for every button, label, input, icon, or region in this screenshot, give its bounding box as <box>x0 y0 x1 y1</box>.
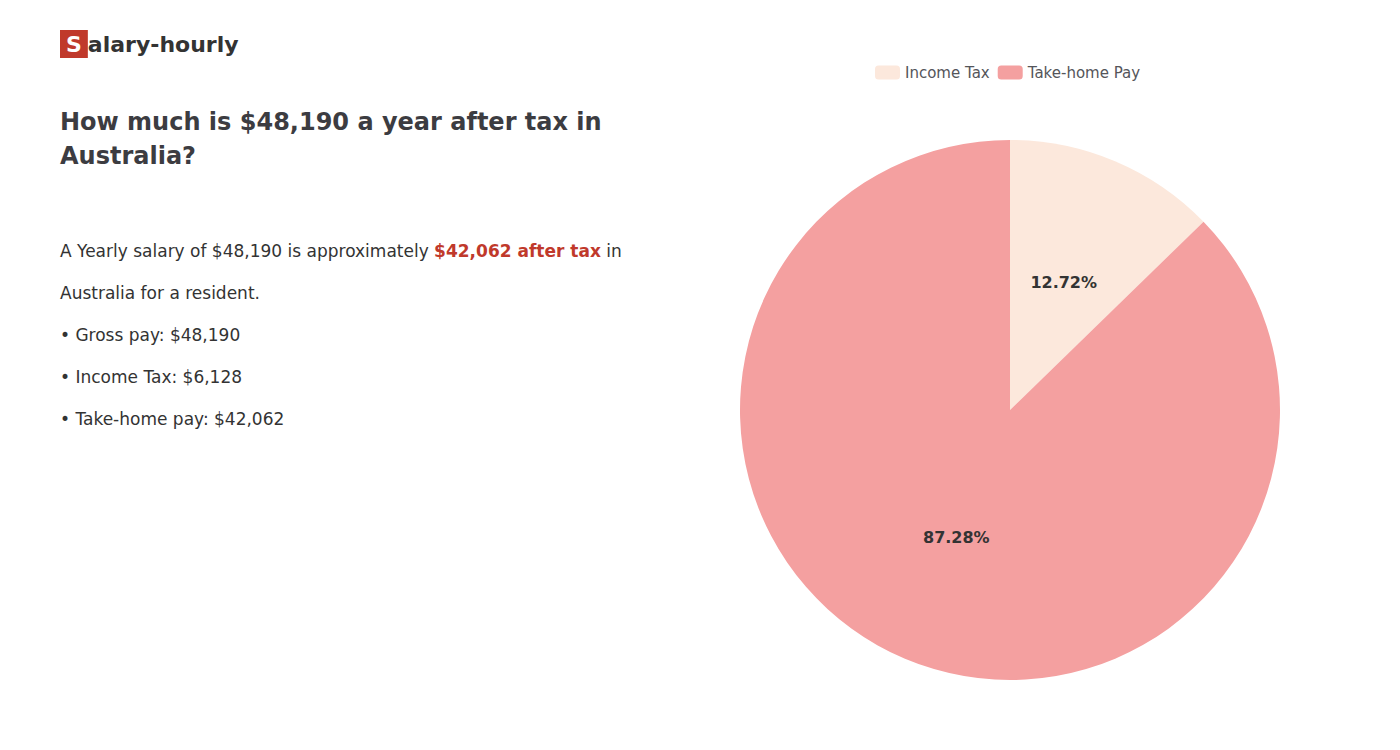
svg-text:• Take-home pay: $42,062: • Take-home pay: $42,062 <box>60 409 284 429</box>
svg-text:12.72%: 12.72% <box>1030 273 1097 292</box>
svg-text:S: S <box>66 32 82 57</box>
svg-text:alary-hourly: alary-hourly <box>88 32 239 57</box>
svg-text:• Gross pay: $48,190: • Gross pay: $48,190 <box>60 325 240 345</box>
svg-text:• Income Tax: $6,128: • Income Tax: $6,128 <box>60 367 242 387</box>
svg-text:A Yearly salary of $48,190 is: A Yearly salary of $48,190 is approximat… <box>60 241 434 261</box>
svg-text:$42,062 after tax: $42,062 after tax <box>434 241 601 261</box>
svg-text:Australia?: Australia? <box>60 142 196 170</box>
svg-text:Australia for a resident.: Australia for a resident. <box>60 283 260 303</box>
svg-text:How much is $48,190 a year aft: How much is $48,190 a year after tax in <box>60 108 602 136</box>
svg-text:Take-home Pay: Take-home Pay <box>1027 64 1141 82</box>
svg-text:in: in <box>601 241 622 261</box>
svg-text:87.28%: 87.28% <box>923 528 990 547</box>
svg-text:Income Tax: Income Tax <box>905 64 990 82</box>
